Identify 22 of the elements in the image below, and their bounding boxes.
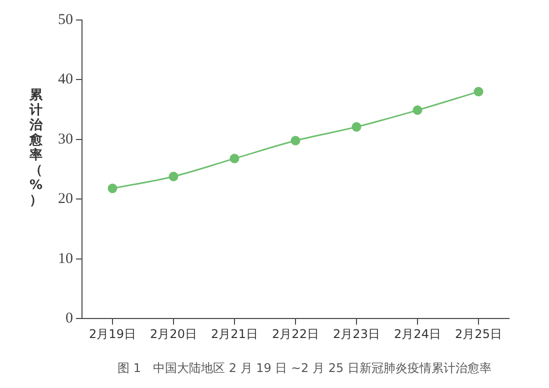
x-tick-label: 2月22日 — [272, 326, 319, 341]
x-tick-label: 2月25日 — [455, 326, 502, 341]
x-tick-label: 2月24日 — [394, 326, 441, 341]
y-tick-label: 0 — [66, 310, 73, 327]
y-axis-title: 累计治愈率（%） — [28, 88, 44, 208]
caption: 图 1 中国大陆地区 2 月 19 日 ~2 月 25 日新冠肺炎疫情累计治愈率 — [116, 360, 492, 377]
x-tick-label: 2月23日 — [333, 326, 380, 341]
point — [108, 184, 118, 194]
y-tick-label: 20 — [58, 191, 73, 208]
point — [168, 172, 178, 182]
x-tick-label: 2月21日 — [211, 326, 258, 341]
point — [474, 86, 484, 96]
y-tick-label: 50 — [58, 12, 73, 28]
point — [230, 154, 240, 164]
x-tick-label: 2月19日 — [89, 326, 136, 341]
y-tick-label: 30 — [58, 131, 73, 148]
point — [290, 136, 300, 146]
x-tick-label: 2月20日 — [150, 326, 197, 341]
y-tick-label: 40 — [58, 72, 73, 88]
point — [352, 122, 362, 132]
y-tick-label: 10 — [58, 250, 73, 267]
point — [412, 105, 422, 115]
